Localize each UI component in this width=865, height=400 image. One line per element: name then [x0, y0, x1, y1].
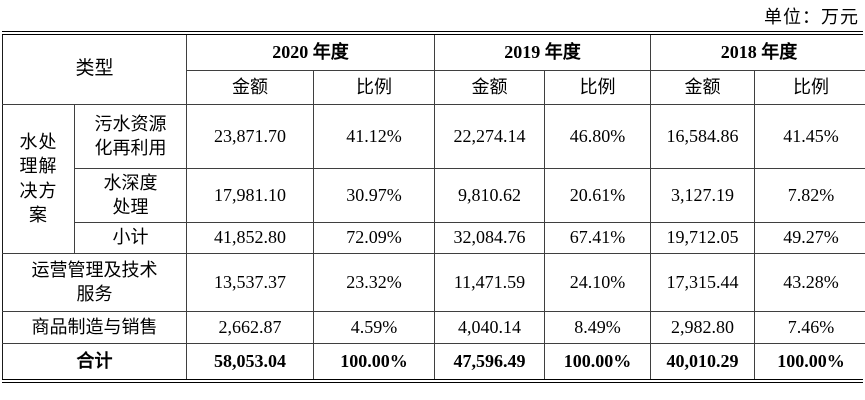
row-label: 商品制造与销售: [1, 310, 188, 344]
cell-ratio-2020: 41.12%: [313, 103, 436, 169]
cell-ratio-2019: 20.61%: [544, 167, 652, 223]
row-label: 水深度 处理: [73, 167, 188, 223]
cell-ratio-2019: 8.49%: [544, 310, 652, 344]
row-group-label-water-treatment-solutions: 水处 理解 决方 案: [2, 103, 75, 254]
cell-amount-2019: 32,084.76: [434, 221, 546, 254]
cell-amount-2019: 4,040.14: [434, 310, 546, 344]
header-row-metrics: 金额 比例 金额 比例 金额 比例: [3, 69, 865, 105]
cell-amount-2019: 9,810.62: [434, 167, 546, 223]
cell-amount-2018: 16,584.86: [650, 103, 756, 169]
cell-total-ratio-2019: 100.00%: [544, 342, 652, 379]
cell-total-ratio-2020: 100.00%: [313, 342, 436, 379]
cell-amount-2020: 23,871.70: [186, 103, 315, 169]
table-row-total: 合计 58,053.04 100.00% 47,596.49 100.00% 4…: [1, 342, 865, 379]
cell-amount-2019: 11,471.59: [434, 252, 546, 312]
column-header-ratio-2020: 比例: [313, 69, 436, 105]
column-header-ratio-2019: 比例: [544, 69, 652, 105]
column-header-amount-2019: 金额: [434, 69, 546, 105]
cell-amount-2020: 13,537.37: [186, 252, 315, 312]
cell-total-amount-2019: 47,596.49: [434, 342, 546, 379]
cell-ratio-2019: 24.10%: [544, 252, 652, 312]
cell-ratio-2020: 30.97%: [313, 167, 436, 223]
cell-ratio-2018: 41.45%: [754, 103, 865, 169]
table-row-deep-water-treatment: 水深度 处理 17,981.10 30.97% 9,810.62 20.61% …: [3, 167, 865, 223]
cell-ratio-2019: 46.80%: [544, 103, 652, 169]
cell-amount-2020: 2,662.87: [186, 310, 315, 344]
cell-ratio-2018: 7.46%: [754, 310, 865, 344]
row-label: 小计: [73, 221, 188, 254]
column-header-amount-2018: 金额: [650, 69, 756, 105]
cell-total-amount-2020: 58,053.04: [186, 342, 315, 379]
column-header-year-2020: 2020 年度: [186, 35, 436, 71]
cell-amount-2020: 17,981.10: [186, 167, 315, 223]
cell-amount-2020: 41,852.80: [186, 221, 315, 254]
cell-total-ratio-2018: 100.00%: [754, 342, 865, 379]
revenue-breakdown-table-wrapper: 类型 2020 年度 2019 年度 2018 年度 金额 比例 金额 比例 金…: [1, 31, 865, 383]
column-header-year-2018: 2018 年度: [650, 35, 865, 71]
cell-ratio-2020: 23.32%: [313, 252, 436, 312]
cell-amount-2018: 17,315.44: [650, 252, 756, 312]
table-row-operations-management-services: 运营管理及技术 服务 13,537.37 23.32% 11,471.59 24…: [1, 252, 865, 312]
row-label: 污水资源 化再利用: [73, 103, 188, 169]
cell-total-amount-2018: 40,010.29: [650, 342, 756, 379]
column-header-year-2019: 2019 年度: [434, 35, 652, 71]
table-row-wastewater-reuse: 水处 理解 决方 案 污水资源 化再利用 23,871.70 41.12% 22…: [2, 103, 865, 254]
cell-ratio-2018: 49.27%: [754, 221, 865, 254]
cell-ratio-2020: 4.59%: [313, 310, 436, 344]
unit-note: 单位：万元: [764, 7, 859, 27]
cell-ratio-2019: 67.41%: [544, 221, 652, 254]
column-header-ratio-2018: 比例: [754, 69, 865, 105]
cell-ratio-2018: 43.28%: [754, 252, 865, 312]
cell-amount-2018: 3,127.19: [650, 167, 756, 223]
header-row-years: 类型 2020 年度 2019 年度 2018 年度: [1, 35, 865, 105]
table-row-goods-manufacturing-sales: 商品制造与销售 2,662.87 4.59% 4,040.14 8.49% 2,…: [1, 310, 865, 344]
column-header-amount-2020: 金额: [186, 69, 315, 105]
column-header-type: 类型: [1, 35, 188, 105]
row-label: 运营管理及技术 服务: [1, 252, 188, 312]
cell-amount-2018: 19,712.05: [650, 221, 756, 254]
cell-ratio-2020: 72.09%: [313, 221, 436, 254]
row-label-total: 合计: [1, 342, 188, 379]
cell-amount-2018: 2,982.80: [650, 310, 756, 344]
cell-ratio-2018: 7.82%: [754, 167, 865, 223]
table-row-subtotal: 小计 41,852.80 72.09% 32,084.76 67.41% 19,…: [3, 221, 865, 254]
revenue-breakdown-table: 类型 2020 年度 2019 年度 2018 年度 金额 比例 金额 比例 金…: [1, 35, 865, 379]
cell-amount-2019: 22,274.14: [434, 103, 546, 169]
